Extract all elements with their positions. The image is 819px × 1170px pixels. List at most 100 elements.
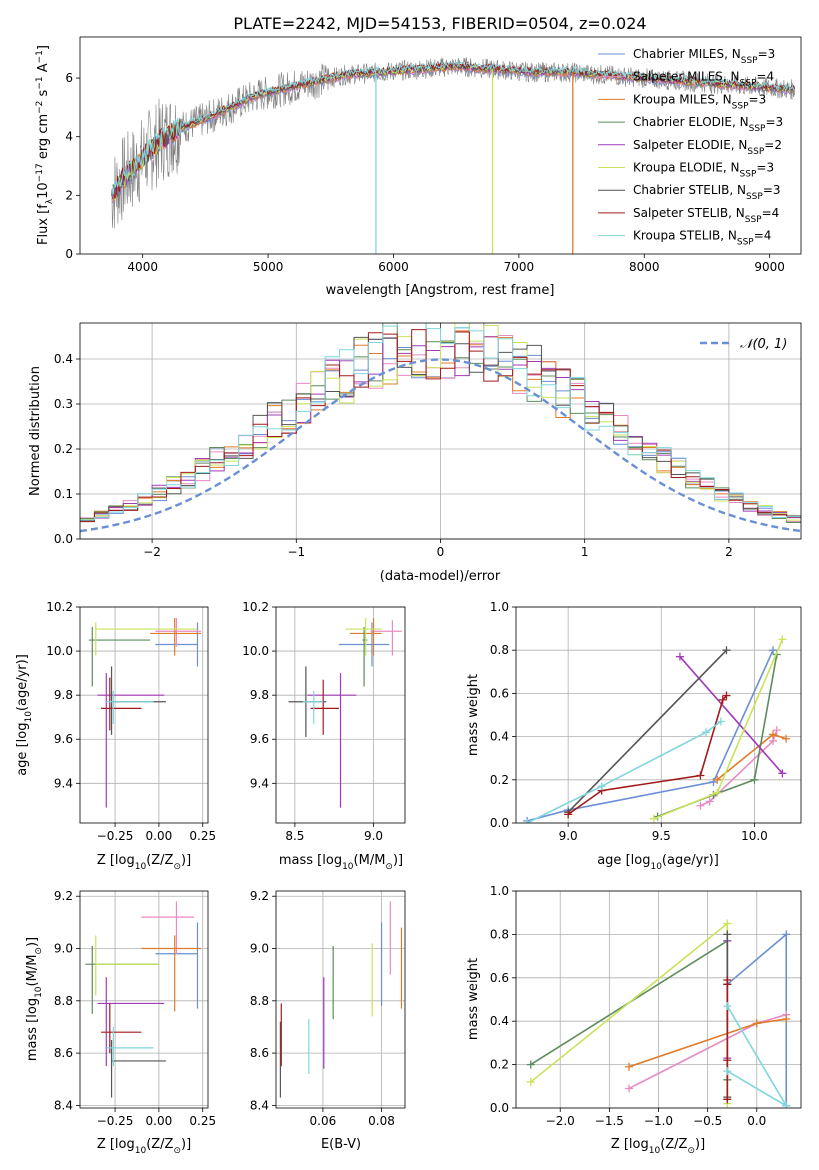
label-part: SSP bbox=[741, 56, 758, 66]
y-tick-label: 10.2 bbox=[46, 600, 73, 614]
x-tick-label: 0.08 bbox=[368, 1114, 395, 1128]
grid bbox=[80, 606, 208, 823]
label-part: Chabrier MILES, N bbox=[633, 47, 741, 61]
histogram-step bbox=[80, 323, 801, 539]
weight-point-marker bbox=[526, 1060, 535, 1069]
label-part: )] bbox=[695, 1137, 705, 1152]
label-part: Kroupa ELODIE, N bbox=[633, 161, 740, 175]
label-part: SSP bbox=[745, 215, 762, 225]
x-tick-label: 0.00 bbox=[146, 829, 173, 843]
axes-frame: −0.25 0.00 0.25 8.4 8.6 8.8 9.0 9.2 bbox=[54, 889, 216, 1128]
y-tick-label: 0.4 bbox=[54, 352, 73, 366]
weight-point-marker bbox=[782, 734, 791, 743]
weight-point-marker bbox=[772, 726, 781, 735]
weight-series-line bbox=[567, 695, 728, 816]
x-tick-label: −0.25 bbox=[97, 1114, 134, 1128]
plot-area bbox=[279, 901, 403, 1098]
label-part: =4 bbox=[756, 70, 774, 84]
x-tick-label: 0.00 bbox=[146, 1114, 173, 1128]
label-part: SSP bbox=[732, 101, 749, 111]
y-tick-label: 0.8 bbox=[490, 927, 509, 941]
x-axis-label: mass [log10(M/M⊙)] bbox=[279, 853, 403, 872]
label-part: =2 bbox=[764, 138, 782, 152]
x-axis-label: (data-model)/error bbox=[380, 569, 501, 584]
label-part: (Z/Z bbox=[660, 1137, 687, 1152]
y-tick-label: 0.6 bbox=[490, 971, 509, 985]
x-tick-label: 1 bbox=[581, 545, 589, 559]
grid bbox=[276, 891, 405, 1108]
label-part: (age/yr)] bbox=[15, 654, 30, 711]
weight-point-marker bbox=[782, 1015, 791, 1024]
label-part: (M/M bbox=[354, 853, 386, 868]
label-part: )] bbox=[181, 853, 191, 868]
y-tick-label: 0.6 bbox=[490, 686, 509, 700]
x-tick-label: −1.0 bbox=[644, 1114, 673, 1128]
label-part: Kroupa MILES, N bbox=[633, 92, 732, 106]
y-tick-label: 8.8 bbox=[54, 994, 73, 1008]
y-tick-label: 0.4 bbox=[490, 1014, 509, 1028]
label-part: age [log bbox=[15, 723, 30, 776]
label-part: −17 bbox=[35, 163, 45, 182]
label-part: s bbox=[36, 89, 51, 100]
weight-vs-metallicity-chart: −2.0 −1.5 −1.0 −0.5 0.0 0.0 0.2 0.4 0.6 0.8 1.0 Z [… bbox=[466, 884, 802, 1156]
x-tick-label: −1 bbox=[287, 545, 305, 559]
label-part: 10 bbox=[135, 1146, 147, 1156]
x-tick-label: 9.0 bbox=[559, 829, 578, 843]
weight-series-line bbox=[567, 649, 728, 813]
y-tick-label: 0.0 bbox=[490, 816, 509, 830]
y-tick-label: 1.0 bbox=[490, 600, 509, 614]
label-part: SSP bbox=[747, 147, 764, 157]
axes-border bbox=[515, 606, 802, 824]
label-part: (age/yr)] bbox=[662, 853, 719, 868]
label-part: ⊙ bbox=[173, 1146, 181, 1156]
weight-point-marker bbox=[625, 1084, 634, 1093]
weight-point-marker bbox=[778, 635, 787, 644]
legend-entry: 𝒩(0, 1) bbox=[740, 337, 787, 352]
label-part: =3 bbox=[765, 115, 783, 129]
gaussian-curve bbox=[80, 358, 801, 533]
weight-point-marker bbox=[778, 769, 787, 778]
weight-point-marker bbox=[564, 810, 573, 819]
x-tick-label: −2.0 bbox=[546, 1114, 575, 1128]
label-part: ⊙ bbox=[34, 947, 44, 955]
mass-vs-ebv-chart: 0.06 0.08 8.4 8.6 8.8 9.0 9.2 E(B-V) bbox=[250, 889, 406, 1152]
y-tick-label: 0.1 bbox=[54, 487, 73, 501]
label-part: SSP bbox=[740, 170, 757, 180]
x-tick-label: −0.5 bbox=[693, 1114, 722, 1128]
x-axis-label: Z [log10(Z/Z⊙)] bbox=[97, 853, 191, 872]
label-part: )] bbox=[393, 853, 403, 868]
weight-point-marker bbox=[705, 797, 714, 806]
weight-point-marker bbox=[723, 919, 732, 928]
y-tick-label: 0.0 bbox=[490, 1101, 509, 1115]
y-tick-label: 0 bbox=[65, 247, 73, 261]
label-part: 10 bbox=[36, 182, 51, 199]
x-tick-label: 6000 bbox=[378, 260, 409, 274]
weight-point-marker bbox=[723, 1056, 732, 1065]
y-axis-label: mass weight bbox=[466, 674, 481, 756]
age-vs-metallicity-chart: −0.25 0.00 0.259.49.69.810.010.2Z [log10(Z… bbox=[15, 600, 216, 872]
axes-frame: 9.0 9.5 10.0 0.0 0.2 0.4 0.6 0.8 1.0 bbox=[490, 600, 768, 843]
weight-point-marker bbox=[625, 1062, 634, 1071]
label-part: −1 bbox=[35, 50, 45, 63]
y-axis-label: mass [log10(M/M⊙)] bbox=[25, 937, 44, 1061]
y-tick-label: 9.4 bbox=[250, 776, 269, 790]
x-tick-label: 5000 bbox=[253, 260, 284, 274]
residual-histogram-chart: −2 −1 0 1 2 0.0 0.1 0.2 0.3 0.4 (data-model)/error… bbox=[28, 322, 802, 584]
legend-entry: Chabrier MILES, NSSP=3 bbox=[633, 47, 775, 66]
grid bbox=[516, 890, 801, 1109]
y-tick-label: 4 bbox=[65, 130, 73, 144]
y-tick-label: 6 bbox=[65, 71, 73, 85]
y-tick-label: 8.4 bbox=[54, 1098, 73, 1112]
weight-point-marker bbox=[723, 930, 732, 939]
x-tick-label: 0.25 bbox=[189, 829, 216, 843]
x-axis-label: Z [log10(Z/Z⊙)] bbox=[97, 1137, 191, 1156]
weight-point-marker bbox=[713, 788, 722, 797]
x-tick-label: 9.5 bbox=[652, 829, 671, 843]
plot-area bbox=[111, 57, 796, 254]
grid bbox=[80, 891, 208, 1108]
legend-entry: Salpeter STELIB, NSSP=4 bbox=[633, 206, 779, 225]
weight-point-marker bbox=[723, 1002, 732, 1011]
label-part: =4 bbox=[762, 206, 780, 220]
weight-point-marker bbox=[722, 646, 731, 655]
weight-series-line bbox=[526, 720, 722, 823]
